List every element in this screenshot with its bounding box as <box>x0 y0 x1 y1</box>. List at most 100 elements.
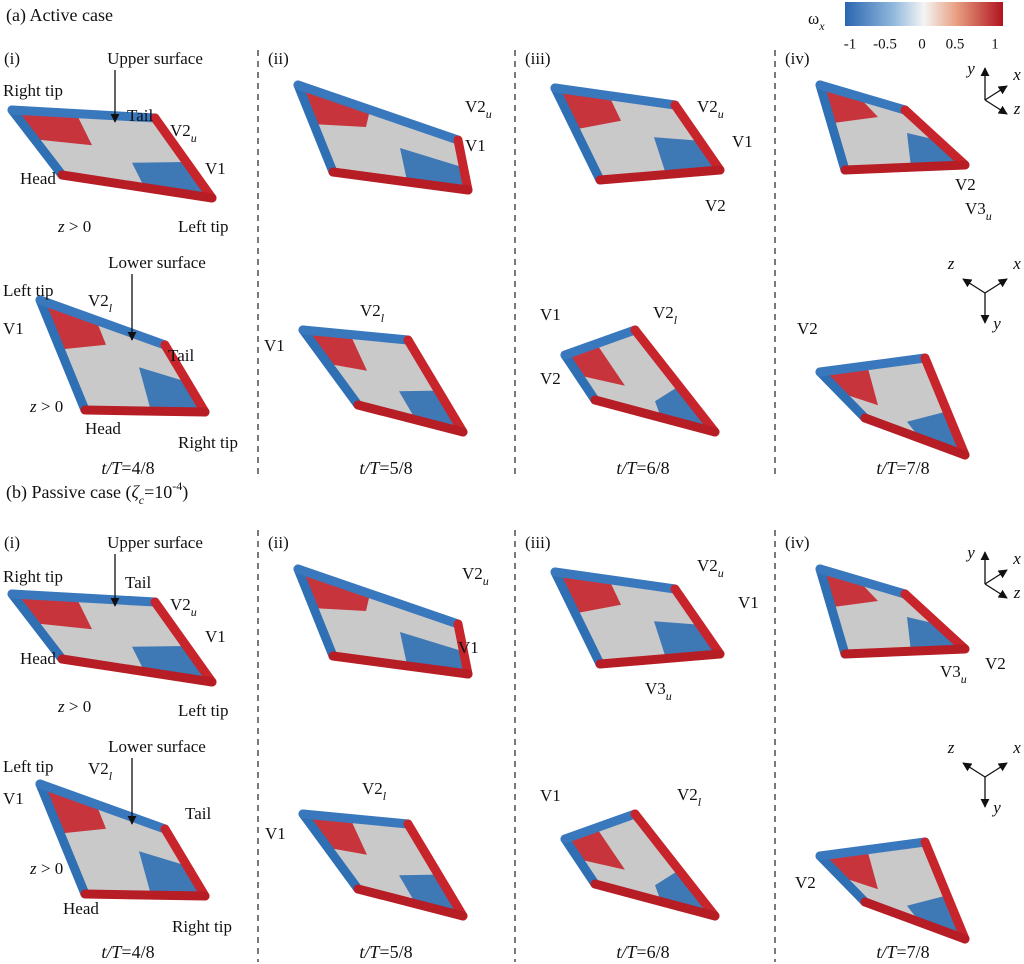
annotation: V2l <box>362 779 387 803</box>
surface-title: Upper surface <box>107 533 203 552</box>
label-part: u <box>191 605 197 619</box>
annotation: V1 <box>540 305 561 324</box>
axis-label: x <box>1012 549 1021 568</box>
surface-title: Lower surface <box>108 737 206 756</box>
axis-label: z <box>1013 99 1021 118</box>
colorbar-tick: 1 <box>991 36 999 52</box>
vortex-tube <box>815 80 850 175</box>
vortex-tube <box>860 413 970 460</box>
label-part: V3 <box>940 662 961 681</box>
vortex-tube <box>403 819 468 921</box>
label-part: c <box>139 493 145 507</box>
label-part: =5/8 <box>379 942 412 962</box>
label-part: z <box>29 397 37 416</box>
annotation: z > 0 <box>29 859 63 878</box>
label-part: V2 <box>88 759 109 778</box>
axis-arrow <box>984 762 1008 778</box>
label-part: > 0 <box>65 217 92 236</box>
vortex-tube <box>560 809 640 844</box>
vortex-tube <box>35 295 170 350</box>
vortex-tube <box>80 889 210 901</box>
label-part: V2 <box>697 97 718 116</box>
label-part: Right tip <box>172 917 232 936</box>
vortex-tube <box>560 350 600 405</box>
label-part: u <box>666 689 672 703</box>
annotation: V1 <box>465 136 486 155</box>
annotation: Right tip <box>3 81 63 100</box>
axis-label: y <box>991 798 1001 817</box>
vortex-tube <box>160 340 210 417</box>
annotation: V1 <box>732 132 753 151</box>
label-part: (b) Passive case ( <box>6 482 131 503</box>
vortex-tube <box>57 654 217 687</box>
vortex-negative <box>139 851 205 896</box>
label-part: V2 <box>955 175 976 194</box>
annotation: Tail <box>125 573 151 592</box>
annotation: z > 0 <box>29 397 63 416</box>
vortex-tube <box>550 567 680 594</box>
time-label: t/T=7/8 <box>876 942 929 962</box>
annotation: Tail <box>185 804 211 823</box>
axis-label: z <box>947 738 955 757</box>
label-part: =10 <box>144 482 172 502</box>
label-part: V1 <box>540 305 561 324</box>
vortex-tube <box>328 167 473 195</box>
time-label: t/T=7/8 <box>876 458 929 478</box>
label-part: Tail <box>127 106 153 125</box>
label-part: V1 <box>3 319 24 338</box>
vortex-tube <box>7 105 160 123</box>
panel-label: (iv) <box>785 533 810 552</box>
annotation: V3u <box>940 662 967 686</box>
label-part: > 0 <box>37 859 64 878</box>
label-part: Head <box>85 419 121 438</box>
label-part: V2 <box>88 291 109 310</box>
label-part: V1 <box>540 786 561 805</box>
label-part: l <box>109 301 113 315</box>
label-part: =4/8 <box>121 942 154 962</box>
annotation: Right tip <box>178 433 238 452</box>
label-part: V3 <box>645 679 666 698</box>
vortex-tube <box>57 170 217 203</box>
label-part: =5/8 <box>379 458 412 478</box>
label-part: t/T <box>101 942 123 962</box>
annotation: V2 <box>540 369 561 388</box>
vortex-negative <box>655 870 715 916</box>
annotation: V2l <box>653 303 678 327</box>
annotation: V1 <box>458 638 479 657</box>
vortex-negative <box>399 874 463 916</box>
time-label: t/T=5/8 <box>359 458 412 478</box>
annotation: Head <box>85 419 121 438</box>
annotation: Head <box>20 169 56 188</box>
panel-label: (ii) <box>268 49 289 68</box>
annotation: Head <box>63 899 99 918</box>
annotation: V1 <box>264 336 285 355</box>
label-part: u <box>718 107 724 121</box>
vortex-negative <box>907 133 965 168</box>
label-part: V2 <box>362 779 383 798</box>
vortex-tube <box>815 837 930 861</box>
label-part: Tail <box>125 573 151 592</box>
label-part: =6/8 <box>636 942 669 962</box>
vortex-tube <box>453 619 473 679</box>
surface-title: Upper surface <box>107 49 203 68</box>
colorbar-symbol: ωx <box>808 9 825 33</box>
annotation: Right tip <box>3 567 63 586</box>
label-part: =7/8 <box>896 458 929 478</box>
vortex-tube <box>160 824 210 901</box>
vortex-positive <box>820 365 878 406</box>
colorbar <box>845 2 1003 26</box>
vortex-tube <box>920 837 970 944</box>
vortex-positive <box>12 110 92 146</box>
annotation: V2 <box>955 175 976 194</box>
surface-title: Lower surface <box>108 253 206 272</box>
label-part: Right tip <box>3 81 63 100</box>
vortex-negative <box>139 367 205 412</box>
vortex-tube <box>840 160 970 175</box>
label-part: l <box>674 313 678 327</box>
vortex-tube <box>590 879 720 921</box>
label-part: z <box>29 859 37 878</box>
vortex-tube <box>293 80 463 145</box>
vortex-positive <box>303 814 367 855</box>
label-part: u <box>486 107 492 121</box>
label-part: l <box>698 795 702 809</box>
